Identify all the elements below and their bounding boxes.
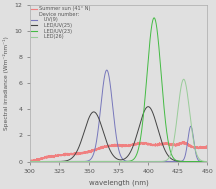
X-axis label: wavelength (nm): wavelength (nm) [89,180,148,186]
Legend: Summer sun (41° N), Device number:,    UV(9),    LED/UV(25),    LED/UV(23),    L: Summer sun (41° N), Device number:, UV(9… [31,6,91,40]
Y-axis label: Spectral irradiance (Wm⁻²nm⁻¹): Spectral irradiance (Wm⁻²nm⁻¹) [3,36,9,130]
